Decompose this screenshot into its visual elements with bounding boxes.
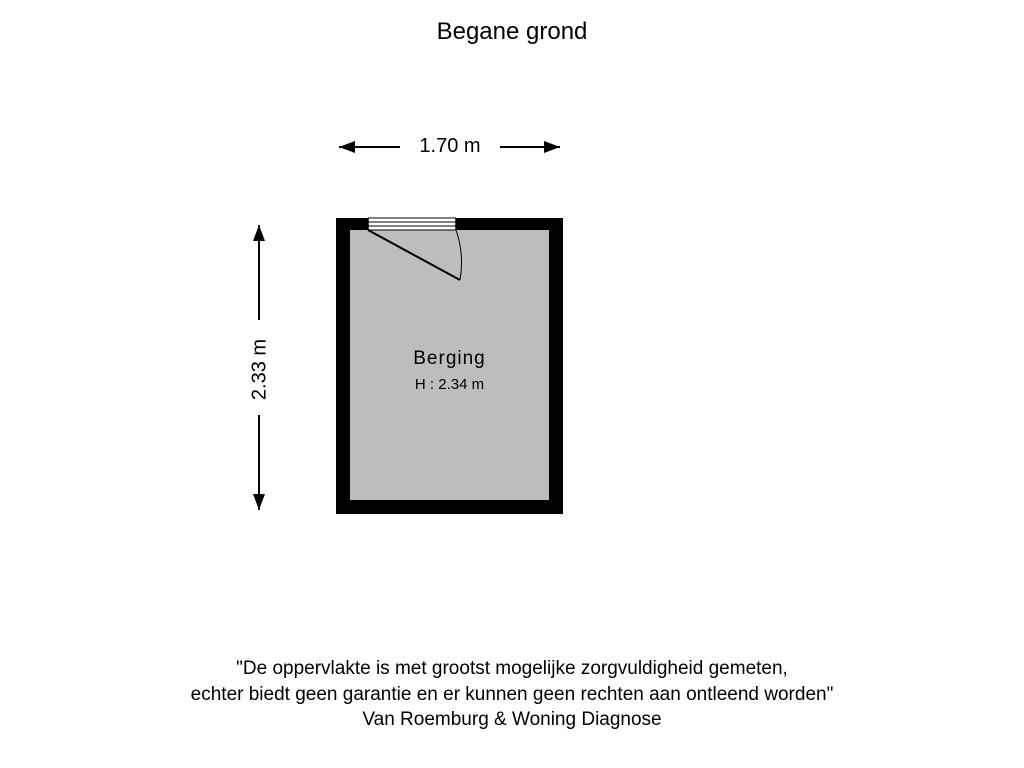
room-name-label: Berging	[336, 348, 563, 370]
footnote-line-1: "De oppervlakte is met grootst mogelijke…	[0, 656, 1024, 682]
footnote-line-2: echter biedt geen garantie en er kunnen …	[0, 682, 1024, 708]
footnote-line-3: Van Roemburg & Woning Diagnose	[0, 707, 1024, 733]
room-height-label: H : 2.34 m	[336, 376, 563, 393]
floorplan-canvas: Begane grond 1.70 m 2.33 m	[0, 0, 1024, 768]
footnote: "De oppervlakte is met grootst mogelijke…	[0, 656, 1024, 733]
